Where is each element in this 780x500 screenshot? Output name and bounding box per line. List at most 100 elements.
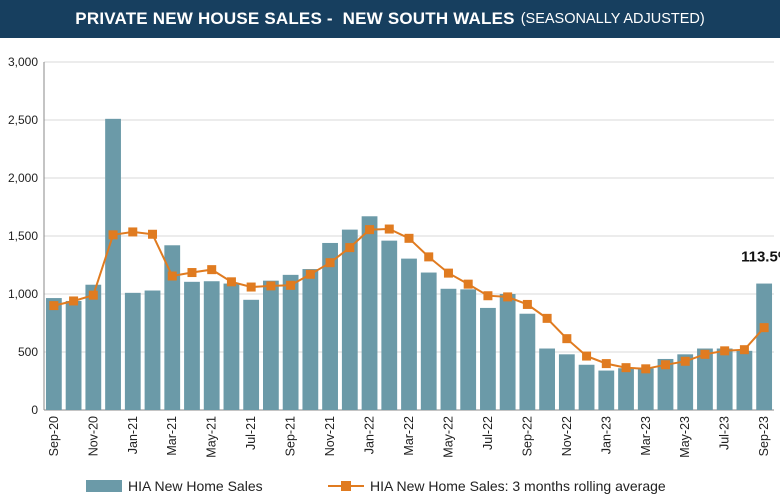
rolling-average-point-Jan-21	[128, 227, 138, 237]
rolling-average-point-Apr-21	[187, 268, 197, 278]
bar-Apr-21	[184, 281, 200, 410]
rolling-average-point-Apr-23	[660, 360, 670, 370]
rolling-average-point-Sep-22	[522, 299, 532, 309]
x-tick-label: Jul-23	[718, 416, 732, 450]
growth-annotation: 113.5%	[741, 249, 780, 266]
rolling-average-point-Feb-22	[384, 224, 394, 234]
x-tick-label: Sep-20	[47, 416, 61, 456]
chart-plot: 0 500 1,000 1,500 2,000 2,500 3,000 Sep-20 Nov-2…	[8, 55, 780, 458]
rolling-average-point-Dec-21	[345, 243, 355, 253]
x-tick-label: Mar-23	[639, 416, 653, 456]
bar-Jul-23	[716, 348, 733, 410]
x-tick-label: May-22	[441, 416, 455, 458]
rolling-average-point-Jan-23	[601, 359, 611, 369]
rolling-average-point-Aug-23	[739, 345, 749, 355]
legend-item-line: HIA New Home Sales: 3 months rolling ave…	[328, 478, 666, 494]
rolling-average-point-Sep-23	[759, 323, 769, 333]
x-tick-label: Nov-21	[323, 416, 337, 456]
x-tick-label: Jan-23	[599, 416, 613, 454]
bar-Mar-22	[401, 258, 417, 410]
bar-Mar-23	[637, 368, 654, 410]
rolling-average-point-Jul-22	[483, 291, 493, 301]
chart-legend: HIA New Home Sales HIA New Home Sales: 3…	[0, 472, 780, 500]
legend-line-swatch	[328, 479, 364, 493]
rolling-average-point-Nov-20	[88, 290, 98, 300]
legend-item-bars: HIA New Home Sales	[86, 478, 263, 494]
x-tick-label: Nov-20	[86, 416, 100, 456]
rolling-average-point-Sep-21	[286, 280, 296, 290]
y-tick-label: 2,500	[8, 113, 38, 127]
y-tick-label: 500	[18, 345, 38, 359]
bar-Feb-22	[381, 240, 398, 410]
chart-title-bar: PRIVATE NEW HOUSE SALES - NEW SOUTH WALE…	[0, 0, 780, 38]
rolling-average-point-Jun-22	[463, 279, 473, 289]
bar-Jan-22	[361, 216, 378, 410]
x-tick-label: Jan-22	[363, 416, 377, 454]
bar-Nov-20	[85, 284, 102, 410]
x-tick-label: Mar-21	[165, 416, 179, 456]
rolling-average-point-Sep-20	[49, 301, 59, 311]
rolling-average-point-Oct-20	[69, 296, 79, 306]
bar-Apr-22	[420, 272, 437, 410]
bar-Dec-21	[341, 229, 358, 410]
bar-Aug-21	[263, 280, 279, 410]
bar-Feb-21	[144, 290, 161, 410]
rolling-average-point-Mar-22	[404, 233, 414, 243]
bar-Oct-21	[302, 269, 319, 410]
x-tick-label: Jan-21	[126, 416, 140, 454]
x-tick-label: Jul-22	[481, 416, 495, 450]
rolling-average-point-Aug-21	[266, 281, 276, 291]
rolling-average-point-Jul-23	[720, 346, 730, 356]
bar-Aug-22	[499, 294, 516, 410]
rolling-average-point-Jun-23	[700, 349, 710, 359]
rolling-average-point-Feb-21	[148, 229, 158, 239]
bar-Jul-21	[243, 299, 260, 410]
rolling-average-point-Feb-23	[621, 363, 631, 373]
y-tick-label: 3,000	[8, 55, 38, 69]
rolling-average-point-Jan-22	[365, 225, 375, 235]
bar-Dec-22	[578, 364, 595, 410]
rolling-average-point-Nov-22	[562, 334, 572, 344]
bar-Jun-23	[697, 348, 713, 410]
x-tick-label: Sep-23	[757, 416, 771, 456]
y-tick-label: 0	[31, 403, 38, 417]
chart-title: PRIVATE NEW HOUSE SALES - NEW SOUTH WALE…	[75, 9, 515, 28]
bar-Sep-21	[282, 274, 299, 410]
rolling-average-point-Dec-20	[108, 230, 118, 240]
legend-line-label: HIA New Home Sales: 3 months rolling ave…	[370, 478, 666, 494]
rolling-average-point-May-21	[207, 265, 217, 275]
rolling-average-point-Oct-22	[542, 313, 552, 323]
bar-Aug-23	[736, 350, 753, 410]
rolling-average-point-Aug-22	[503, 292, 513, 302]
bar-May-21	[203, 281, 220, 410]
bar-Sep-22	[519, 313, 536, 410]
bar-Oct-22	[539, 348, 555, 410]
rolling-average-point-Apr-22	[424, 252, 434, 262]
bar-Jan-23	[598, 370, 615, 410]
bar-Sep-20	[45, 298, 62, 410]
bar-Feb-23	[618, 368, 634, 410]
rolling-average-point-May-22	[443, 268, 453, 278]
x-tick-label: May-23	[678, 416, 692, 458]
rolling-average-point-Jul-21	[246, 282, 256, 292]
bar-Jun-22	[460, 289, 477, 410]
y-tick-label: 1,500	[8, 229, 38, 243]
legend-bar-swatch	[86, 480, 122, 492]
bar-Dec-20	[105, 118, 121, 410]
bar-Mar-21	[164, 245, 181, 410]
x-tick-label: Sep-22	[520, 416, 534, 456]
bar-Sep-23	[756, 283, 773, 410]
rolling-average-point-Oct-21	[305, 269, 315, 279]
rolling-average-point-Mar-21	[167, 271, 177, 281]
bar-May-22	[440, 288, 457, 410]
rolling-average-point-Dec-22	[582, 351, 592, 361]
rolling-average-point-Mar-23	[641, 364, 651, 374]
x-tick-label: May-21	[205, 416, 219, 458]
bar-Oct-20	[65, 300, 82, 410]
bar-Nov-22	[558, 354, 575, 410]
rolling-average-point-May-23	[680, 356, 690, 366]
y-tick-label: 1,000	[8, 287, 38, 301]
legend-bars-label: HIA New Home Sales	[128, 478, 263, 494]
bar-Apr-23	[657, 358, 674, 410]
rolling-average-point-Jun-21	[226, 277, 236, 287]
